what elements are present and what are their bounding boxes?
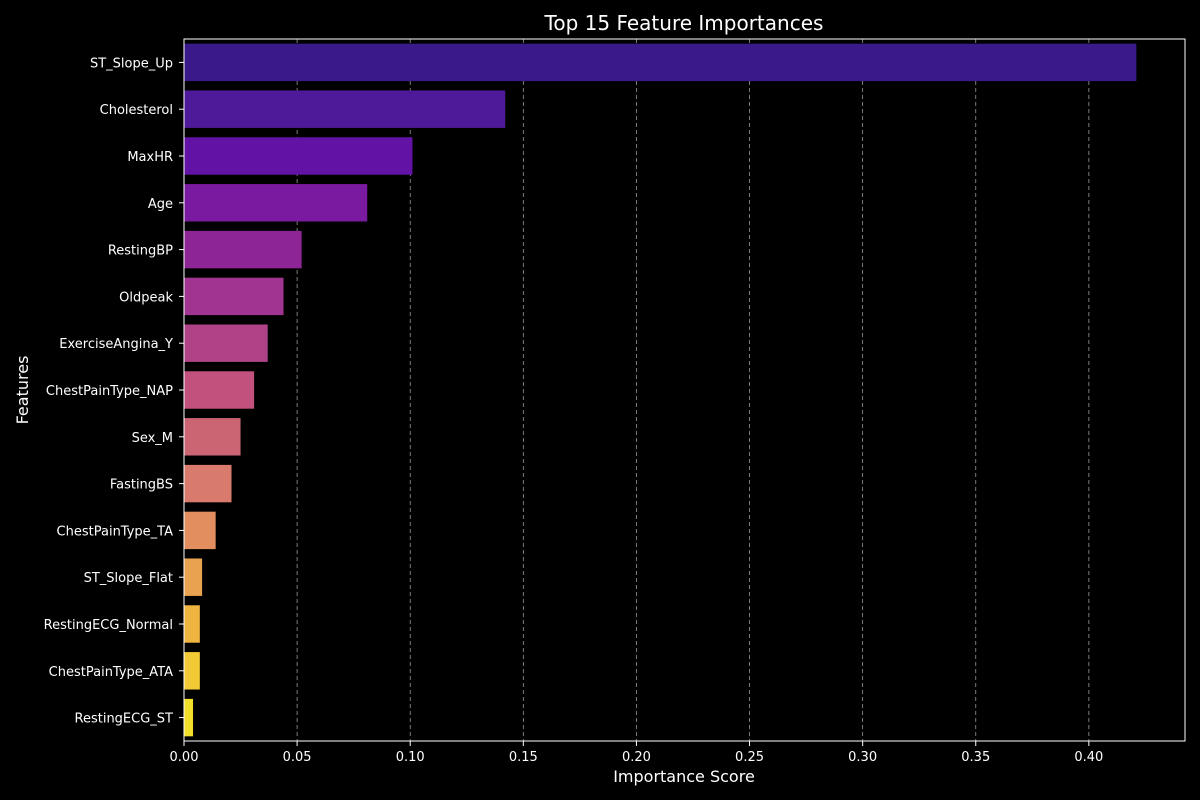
- y-tick-label: ChestPainType_ATA: [49, 665, 173, 680]
- bar-chestpaintype-nap: [184, 371, 255, 409]
- bar-maxhr: [184, 137, 413, 175]
- y-tick-label: FastingBS: [110, 478, 173, 493]
- y-tick-label: ExerciseAngina_Y: [59, 337, 173, 352]
- x-tick-label: 0.00: [170, 750, 199, 765]
- plot-frame: [183, 38, 1186, 742]
- bar-age: [184, 184, 368, 222]
- y-tick-label: ST_Slope_Flat: [84, 571, 173, 586]
- y-tick-label: MaxHR: [127, 150, 173, 165]
- y-tick-layer: ST_Slope_Up Cholesterol MaxHR Age RestingBP O…: [44, 56, 184, 727]
- x-tick-label: 0.30: [848, 750, 877, 765]
- x-axis-label: Importance Score: [613, 767, 755, 786]
- y-tick-label: ChestPainType_NAP: [46, 384, 173, 399]
- y-tick-label: RestingBP: [108, 244, 173, 259]
- y-tick-label: ChestPainType_TA: [57, 524, 174, 539]
- x-tick-label: 0.10: [396, 750, 425, 765]
- y-tick-label: ST_Slope_Up: [90, 56, 173, 71]
- bar-chestpaintype-ata: [184, 652, 200, 690]
- bar-fastingbs: [184, 464, 232, 503]
- bar-restingecg-normal: [184, 605, 200, 643]
- bar-restingecg-st: [184, 698, 194, 737]
- y-tick-label: Sex_M: [132, 431, 173, 446]
- bar-oldpeak: [184, 277, 284, 316]
- x-tick-label: 0.20: [622, 750, 651, 765]
- y-tick-label: Cholesterol: [100, 103, 173, 118]
- x-tick-label: 0.25: [735, 750, 764, 765]
- x-tick-label: 0.35: [961, 750, 990, 765]
- x-tick-label: 0.05: [283, 750, 312, 765]
- x-tick-label: 0.40: [1074, 750, 1103, 765]
- bar-st-slope-flat: [184, 558, 203, 596]
- bar-st-slope-up: [184, 43, 1137, 82]
- y-tick-label: Age: [148, 197, 173, 212]
- bar-chestpaintype-ta: [184, 511, 216, 550]
- chart-title: Top 15 Feature Importances: [544, 11, 824, 35]
- x-tick-layer: 0.00 0.05 0.10 0.15 0.20 0.25 0.30 0.35 0.40: [170, 741, 1103, 765]
- bar-cholesterol: [184, 90, 506, 128]
- y-tick-label: Oldpeak: [119, 290, 173, 305]
- bar-layer: [184, 43, 1137, 737]
- y-axis-label: Features: [13, 356, 32, 425]
- grid-layer: [296, 39, 1090, 741]
- y-tick-label: RestingECG_Normal: [44, 618, 173, 633]
- bar-sex-m: [184, 418, 241, 456]
- bar-exerciseangina-y: [184, 324, 268, 362]
- y-tick-label: RestingECG_ST: [75, 712, 174, 727]
- x-tick-label: 0.15: [509, 750, 538, 765]
- bar-restingbp: [184, 230, 302, 269]
